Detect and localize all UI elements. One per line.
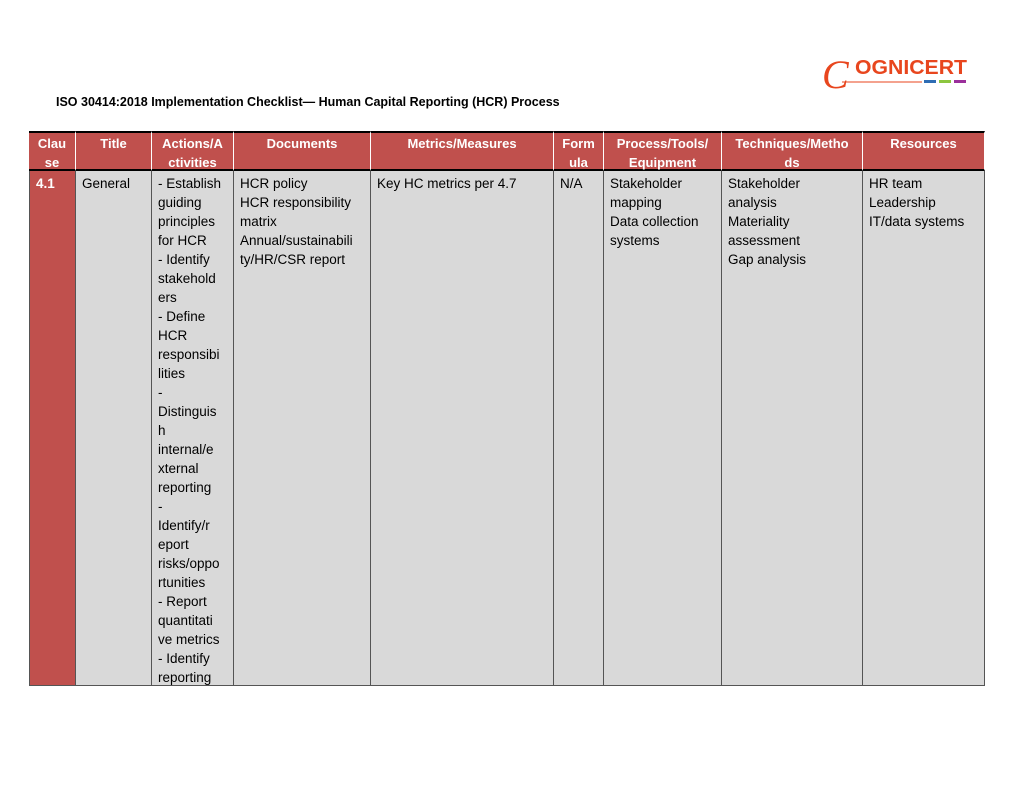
cell-text: reporting: [158, 480, 212, 495]
cell-text: eport: [158, 537, 189, 552]
checklist-table: Clau se Title Actions/A ctivities Documents Me…: [29, 131, 985, 686]
cell-resources: HR team Leadership IT/data systems: [863, 171, 985, 686]
cell-text: - Define: [158, 309, 206, 324]
cell-text: ers: [158, 290, 177, 305]
header-text: Equipment: [628, 155, 697, 170]
header-text: ula: [569, 155, 588, 170]
cell-text: risks/oppo: [158, 556, 220, 571]
cell-text: General: [82, 176, 131, 191]
cell-text: IT/data systems: [869, 214, 965, 229]
header-documents: Documents: [234, 131, 371, 171]
header-text: Documents: [266, 136, 338, 151]
cell-text: Leadership: [869, 195, 936, 210]
cell-text: internal/e: [158, 442, 214, 457]
header-metrics: Metrics/Measures: [371, 131, 554, 171]
cell-text: Identify/r: [158, 518, 210, 533]
cell-text: N/A: [560, 176, 583, 191]
cell-text: - Identify: [158, 651, 210, 666]
header-text: Form: [562, 136, 595, 151]
header-text: Actions/A: [162, 136, 223, 151]
cell-text: mapping: [610, 195, 662, 210]
cell-text: principles: [158, 214, 216, 229]
header-text: Process/Tools/: [616, 136, 709, 151]
header-text: Metrics/Measures: [407, 136, 517, 151]
header-actions: Actions/A ctivities: [152, 131, 234, 171]
cell-text: - Identify: [158, 252, 210, 267]
cell-text: -: [158, 499, 163, 514]
cell-text: ve metrics: [158, 632, 220, 647]
header-formula: Form ula: [554, 131, 604, 171]
header-clause: Clau se: [29, 131, 76, 171]
cell-text: quantitati: [158, 613, 213, 628]
header-techniques: Techniques/Metho ds: [722, 131, 863, 171]
header-text: se: [44, 155, 60, 170]
svg-text:C: C: [822, 52, 850, 94]
header-text: ds: [784, 155, 800, 170]
cell-text: Annual/sustainabili: [240, 233, 353, 248]
header-text: ctivities: [168, 155, 217, 170]
cell-text: rtunities: [158, 575, 206, 590]
header-text: Techniques/Metho: [735, 136, 849, 151]
header-text: Resources: [890, 136, 957, 151]
header-title: Title: [76, 131, 152, 171]
cell-text: HCR: [158, 328, 188, 343]
cell-documents: HCR policy HCR responsibility matrix Annual…: [234, 171, 371, 686]
cell-text: -: [158, 385, 163, 400]
cell-techniques: Stakeholder analysis Materiality assessment…: [722, 171, 863, 686]
cell-text: Stakeholder: [728, 176, 801, 191]
header-text: Clau: [37, 136, 67, 151]
cell-text: Distinguis: [158, 404, 217, 419]
cell-text: HCR responsibility: [240, 195, 352, 210]
cell-text: Gap analysis: [728, 252, 807, 267]
cell-text: for HCR: [158, 233, 207, 248]
cell-text: guiding: [158, 195, 202, 210]
cell-text: Data collection: [610, 214, 699, 229]
document-title: ISO 30414:2018 Implementation Checklist—…: [56, 95, 560, 109]
cell-text: Stakeholder: [610, 176, 683, 191]
header-text: Title: [100, 136, 127, 151]
cell-text: analysis: [728, 195, 777, 210]
cell-text: ty/HR/CSR report: [240, 252, 346, 267]
cell-metrics: Key HC metrics per 4.7: [371, 171, 554, 686]
cell-text: reporting: [158, 670, 212, 685]
header-process-tools: Process/Tools/Equipment: [604, 131, 722, 171]
cell-text: assessment: [728, 233, 801, 248]
cell-process-tools: Stakeholder mapping Data collection systems: [604, 171, 722, 686]
cell-title: General: [76, 171, 152, 686]
cell-text: Key HC metrics per 4.7: [377, 176, 517, 191]
cell-text: responsibi: [158, 347, 220, 362]
cell-text: systems: [610, 233, 660, 248]
cell-text: xternal: [158, 461, 199, 476]
svg-text:OGNICERT: OGNICERT: [855, 57, 967, 79]
cell-text: - Establish: [158, 176, 222, 191]
cell-text: HCR policy: [240, 176, 308, 191]
cell-clause: 4.1: [29, 171, 76, 686]
cell-text: - Report: [158, 594, 207, 609]
cognicert-logo: C OGNICERT: [822, 52, 967, 94]
cell-text: lities: [158, 366, 186, 381]
cell-formula: N/A: [554, 171, 604, 686]
cell-text: stakehold: [158, 271, 216, 286]
cell-text: h: [158, 423, 166, 438]
cell-actions: - Establish guiding principles for HCR - Ide…: [152, 171, 234, 686]
cell-text: 4.1: [36, 176, 55, 191]
header-resources: Resources: [863, 131, 985, 171]
cell-text: Materiality: [728, 214, 790, 229]
cell-text: HR team: [869, 176, 923, 191]
cell-text: matrix: [240, 214, 277, 229]
